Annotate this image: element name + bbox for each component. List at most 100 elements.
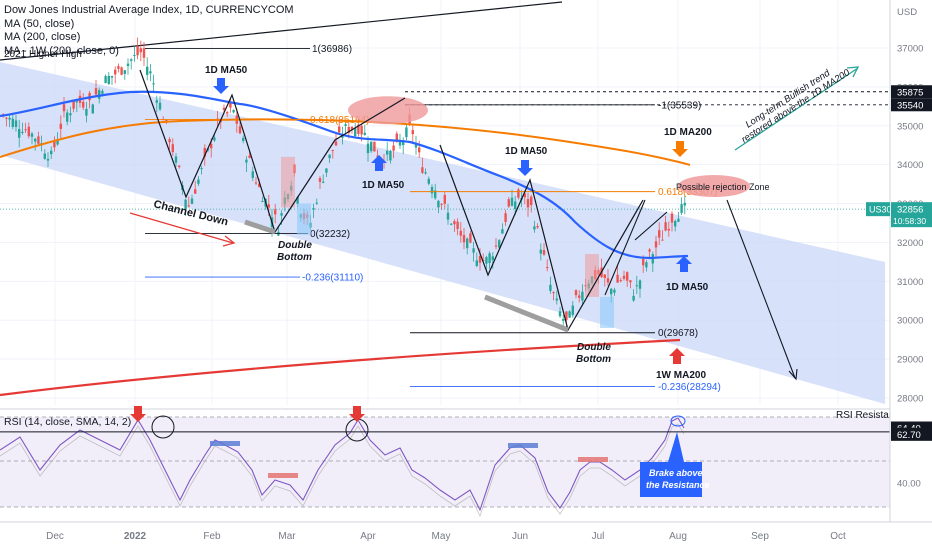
candle-body bbox=[402, 140, 405, 146]
candle-body bbox=[558, 311, 562, 317]
candle-body bbox=[664, 222, 667, 231]
candle-body bbox=[344, 124, 347, 126]
candle-body bbox=[357, 124, 360, 134]
candle-body bbox=[107, 75, 110, 84]
candle-body bbox=[315, 202, 318, 204]
candle-body bbox=[174, 156, 178, 163]
candle-body bbox=[21, 131, 24, 133]
time-tick-label: Dec bbox=[46, 531, 64, 542]
chart-legend: Dow Jones Industrial Average Index, 1D, … bbox=[4, 4, 294, 58]
rsi-highlight-bar bbox=[210, 441, 240, 446]
candle-body bbox=[267, 204, 270, 208]
candle-body bbox=[66, 112, 69, 122]
long-term-arrow bbox=[734, 67, 859, 151]
candle-body bbox=[85, 108, 88, 116]
candle-body bbox=[123, 70, 126, 74]
candle-body bbox=[146, 66, 149, 75]
double-bottom-label: Double bbox=[278, 240, 312, 251]
price-tick-label: 30000 bbox=[897, 316, 923, 327]
candle-body bbox=[488, 253, 491, 264]
candle-body bbox=[616, 274, 619, 283]
candle-body bbox=[610, 288, 613, 295]
candle-body bbox=[194, 189, 197, 194]
candle-body bbox=[72, 99, 75, 109]
candle-body bbox=[510, 197, 514, 206]
pattern-box bbox=[600, 296, 614, 328]
legend-ma200[interactable]: MA (200, close) bbox=[4, 31, 81, 43]
candle-body bbox=[27, 126, 30, 137]
candle-body bbox=[360, 125, 363, 135]
time-tick-label: Jul bbox=[592, 531, 605, 542]
candle-body bbox=[654, 241, 658, 248]
ma50-label-a: 1D MA50 bbox=[205, 65, 248, 76]
candle-body bbox=[354, 128, 357, 136]
candle-body bbox=[82, 101, 85, 108]
candle-body bbox=[626, 272, 629, 281]
rsi-peak-arrow bbox=[130, 406, 146, 422]
rsi-highlight-bar bbox=[268, 473, 298, 478]
candle-body bbox=[507, 199, 510, 207]
candle-body bbox=[213, 137, 216, 141]
candle-body bbox=[334, 141, 338, 146]
candle-body bbox=[658, 230, 661, 238]
candle-body bbox=[238, 126, 242, 134]
candle-body bbox=[130, 59, 133, 61]
candle-body bbox=[197, 179, 200, 184]
candle-body bbox=[126, 63, 130, 66]
candle-body bbox=[24, 129, 27, 131]
candle-body bbox=[114, 69, 117, 75]
candle-body bbox=[542, 250, 546, 255]
candle-body bbox=[392, 145, 395, 151]
candle-body bbox=[504, 213, 507, 222]
double-bottom-label: Bottom bbox=[277, 252, 312, 263]
candle-body bbox=[386, 150, 389, 155]
candle-body bbox=[338, 126, 341, 133]
rsi-peak-circle bbox=[151, 415, 175, 439]
legend-ma50[interactable]: MA (50, close) bbox=[4, 17, 75, 30]
candle-body bbox=[251, 171, 254, 178]
price-tick-label: 29000 bbox=[897, 355, 923, 366]
candle-body bbox=[491, 256, 494, 260]
candle-body bbox=[539, 249, 542, 254]
candle-body bbox=[622, 275, 626, 279]
rsi-tag bbox=[891, 427, 932, 441]
candle-body bbox=[261, 201, 264, 203]
candle-body bbox=[232, 110, 235, 113]
candle-body bbox=[642, 259, 645, 266]
candle-body bbox=[606, 278, 610, 283]
candle-body bbox=[53, 140, 56, 148]
candle-body bbox=[459, 230, 462, 236]
price-tick-label: 32000 bbox=[897, 238, 923, 249]
legend-ma-weekly[interactable]: MA - 1W (200, close, 0) bbox=[4, 44, 119, 57]
time-tick-label: Sep bbox=[751, 531, 769, 542]
candle-body bbox=[472, 248, 475, 253]
candle-body bbox=[136, 46, 139, 56]
candle-body bbox=[328, 154, 331, 159]
candle-body bbox=[648, 249, 651, 252]
candle-body bbox=[139, 48, 142, 53]
ma200-label: 1D MA200 bbox=[664, 127, 712, 138]
candle-body bbox=[421, 167, 424, 173]
fib-level-label: 0(32232) bbox=[310, 229, 350, 240]
rsi-legend[interactable]: RSI (14, close, SMA, 14, 2) bbox=[4, 416, 132, 428]
candle-body bbox=[155, 100, 158, 103]
candle-body bbox=[5, 117, 8, 119]
time-tick-label: Feb bbox=[203, 531, 221, 542]
candle-body bbox=[37, 136, 40, 144]
symbol-tag bbox=[866, 202, 890, 217]
channel-down-arrow bbox=[129, 212, 234, 244]
price-tag-label: 35540 bbox=[897, 100, 923, 111]
candle-body bbox=[274, 209, 277, 215]
price-tag bbox=[891, 98, 932, 112]
countdown-label: 10:58:30 bbox=[893, 216, 926, 226]
candle-body bbox=[405, 127, 408, 138]
ma50-arrow-b bbox=[371, 155, 387, 171]
candle-body bbox=[427, 178, 430, 184]
channel-down-band bbox=[0, 62, 885, 404]
higher-high-label: 2021 Higher High bbox=[4, 49, 82, 60]
time-tick-label: Apr bbox=[360, 531, 376, 542]
candle-body bbox=[414, 143, 418, 148]
pattern-box bbox=[281, 156, 295, 208]
candle-body bbox=[469, 233, 472, 243]
candle-body bbox=[494, 245, 498, 247]
